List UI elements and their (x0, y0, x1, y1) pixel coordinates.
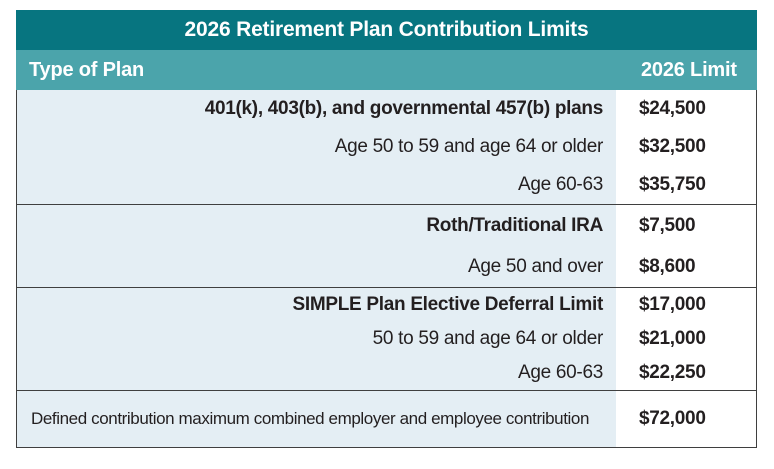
table-header-row: Type of Plan 2026 Limit (16, 50, 757, 90)
plan-label: SIMPLE Plan Elective Deferral Limit (17, 288, 616, 322)
limit-value: $35,750 (616, 166, 756, 204)
plan-label: Age 50 and over (17, 246, 616, 287)
table-row: 401(k), 403(b), and governmental 457(b) … (17, 90, 756, 128)
limit-value: $7,500 (616, 205, 756, 246)
table-row: Age 60-63 $35,750 (17, 166, 756, 204)
section-ira: Roth/Traditional IRA $7,500 Age 50 and o… (17, 204, 756, 287)
limit-value: $22,250 (616, 356, 756, 390)
section-defined-contribution: Defined contribution maximum combined em… (17, 390, 756, 447)
table-title: 2026 Retirement Plan Contribution Limits (16, 10, 757, 50)
plan-label: 50 to 59 and age 64 or older (17, 322, 616, 356)
limit-value: $8,600 (616, 246, 756, 287)
column-header-type-of-plan: Type of Plan (29, 58, 145, 81)
table-row: Defined contribution maximum combined em… (17, 391, 756, 447)
limit-value: $17,000 (616, 288, 756, 322)
table-row: Age 50 and over $8,600 (17, 246, 756, 287)
table-row: SIMPLE Plan Elective Deferral Limit $17,… (17, 288, 756, 322)
plan-label: 401(k), 403(b), and governmental 457(b) … (17, 90, 616, 128)
table-row: Roth/Traditional IRA $7,500 (17, 205, 756, 246)
column-header-2026-limit: 2026 Limit (641, 58, 737, 81)
limit-value: $72,000 (616, 391, 756, 447)
plan-label: Defined contribution maximum combined em… (17, 391, 616, 447)
limit-value: $24,500 (616, 90, 756, 128)
plan-label: Age 60-63 (17, 166, 616, 204)
plan-label: Age 50 to 59 and age 64 or older (17, 128, 616, 166)
table-body: 401(k), 403(b), and governmental 457(b) … (16, 90, 757, 448)
table-row: Age 60-63 $22,250 (17, 356, 756, 390)
section-401k-plans: 401(k), 403(b), and governmental 457(b) … (17, 90, 756, 204)
table-row: 50 to 59 and age 64 or older $21,000 (17, 322, 756, 356)
plan-label: Age 60-63 (17, 356, 616, 390)
limit-value: $32,500 (616, 128, 756, 166)
plan-label: Roth/Traditional IRA (17, 205, 616, 246)
section-simple-plan: SIMPLE Plan Elective Deferral Limit $17,… (17, 287, 756, 390)
limit-value: $21,000 (616, 322, 756, 356)
table-row: Age 50 to 59 and age 64 or older $32,500 (17, 128, 756, 166)
contribution-limits-table: 2026 Retirement Plan Contribution Limits… (16, 10, 757, 448)
